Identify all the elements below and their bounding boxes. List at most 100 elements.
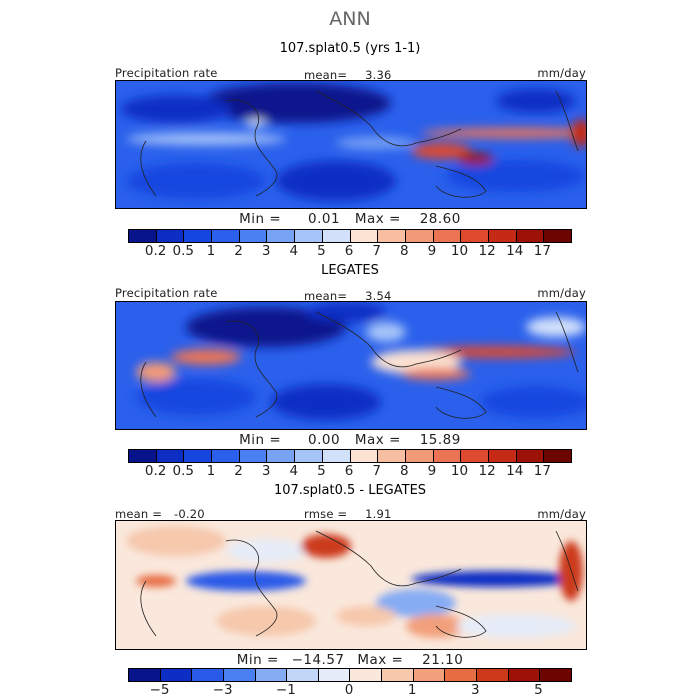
panel2-colorbar-tick-label: 0.5 [172,463,194,479]
panel3-colorbar-swatch [508,669,541,681]
panel3-coastline-asia [315,530,462,587]
panel2-colorbar-swatch [184,450,213,462]
panel1-itcz-east [421,128,586,138]
panel1-map [115,80,587,209]
panel1-colorbar-swatch [433,230,462,242]
panel1-heatmap [116,81,586,208]
panel2-colorbar-swatch [129,450,157,462]
panel2-min-label: Min = [239,432,282,448]
panel1-colorbar-swatch [488,230,517,242]
panel2-colorbar-swatch [156,450,185,462]
panel1-dry-zone-west [121,95,231,123]
panel2-colorbar-tick-label: 1 [206,463,216,479]
panel3-colorbar-swatch [318,669,351,681]
panel2-north-pacific [526,317,586,337]
panel1-dry-zone-south [126,163,266,199]
panel2-colorbar-tick-label: 17 [533,463,551,479]
panel3-rmse-label: rmse = [304,507,348,521]
panel3-colorbar-swatch [413,669,446,681]
panel1-colorbar-swatch [461,230,489,242]
panel3-positive-indian [336,606,396,626]
panel1-mean-value: 3.36 [365,68,392,82]
panel2-coastline-australia [435,386,487,419]
panel1-colorbar-tick-label: 8 [399,243,409,259]
panel3-positive-south-atlantic [216,606,316,636]
panel3-coastline-south-america [140,580,157,637]
figure-title: ANN [329,8,371,30]
panel3-negative-indonesia [376,589,456,617]
panel3-colorbar [128,668,572,682]
panel1-colorbar-tick-label: 0.2 [144,243,167,259]
panel1-dry-zone-north-pacific [496,89,576,113]
panel2-dry-zone-south [136,379,256,415]
panel1-colorbar-tick-label: 0.5 [172,243,194,259]
panel2-colorbar-ticks: 0.2 0.5 1 2 3 4 5 6 7 8 9 10 12 14 17 [128,463,570,479]
panel3-positive-north-west [126,526,226,556]
panel1-min-label: Min = [239,211,282,227]
panel1-colorbar-tick-label: 1 [206,243,216,259]
panel1-coastline-south-america [140,140,157,197]
panel2-colorbar-swatch [322,450,351,462]
panel3-colorbar-tick-label: −1 [275,682,296,698]
panel3-colorbar-tick-label: −5 [149,682,170,698]
panel3-colorbar-ticks: −5 −3 −1 0 1 3 5 [128,682,570,698]
panel2-africa-rain [171,349,241,365]
panel2-colorbar-swatch [461,450,489,462]
panel2-colorbar-swatch [405,450,434,462]
panel1-coastline-africa [225,99,278,197]
panel1-colorbar-swatch [267,230,296,242]
panel1-mean-label: mean= [304,68,348,82]
panel1-warm-pool [411,143,471,159]
panel2-colorbar-swatch [488,450,517,462]
panel1-colorbar-tick-label: 7 [372,243,381,259]
panel3-positive-asia [301,534,351,558]
panel1-colorbar-tick-label: 5 [317,243,326,259]
panel2-colorbar-tick-label: 2 [234,463,243,479]
panel2-coastline-asia [315,311,462,368]
panel2-variable: Precipitation rate [115,286,218,300]
panel2-colorbar-tick-label: 10 [450,463,469,479]
panel1-east-pacific-max [571,119,586,147]
panel3-negative-pacific [411,571,581,587]
panel3-colorbar-tick-label: 5 [534,682,543,698]
panel3-min-value: −14.57 [291,652,345,668]
panel2-map [115,301,587,430]
panel1-min-value: 0.01 [308,211,341,227]
panel2-coastline-americas-west [555,311,579,373]
panel3-max-value: 21.10 [422,652,464,668]
panel3-colorbar-swatch [129,669,161,681]
panel2-colorbar-swatch [433,450,462,462]
panel2-dry-zone-south-east [271,384,381,420]
panel3-colorbar-swatch [255,669,288,681]
panel3-colorbar-swatch [477,669,509,681]
panel2-colorbar-tick-label: 0.2 [144,463,167,479]
panel1-dry-zone-pacific [446,160,586,192]
panel1-colorbar-swatch [350,230,379,242]
panel2-dry-zone-asia [306,302,386,322]
panel1-coastlines [140,90,579,198]
panel1-colorbar-tick-label: 9 [427,243,437,259]
panel3-colorbar-tick-label: 0 [344,682,354,698]
panel2-monsoon [366,322,406,342]
panel3-coastline-americas-west [555,530,579,592]
panel3-positive-west [136,575,176,587]
panel1-max-label: Max = [354,211,401,227]
panel1-variable: Precipitation rate [115,66,218,80]
panel1-colorbar-tick-label: 3 [261,243,271,259]
panel1-warm-pool-core [458,153,494,165]
panel1-coastline-australia [435,165,487,198]
panel1-colorbar-swatch [544,230,571,242]
panel2-colorbar [128,449,572,463]
panel1-colorbar-swatch [156,230,185,242]
panel3-colorbar-swatch [540,669,571,681]
panel1-itcz-central [336,137,416,149]
panel1-colorbar-swatch [295,230,323,242]
panel3-colorbar-swatch [350,669,383,681]
panel3-negative-atlantic [186,571,306,591]
panel2-colorbar-swatch [544,450,571,462]
panel2-colorbar-tick-label: 9 [427,463,437,479]
panel2-max-value: 15.89 [419,432,461,448]
panel1-colorbar-tick-label: 4 [289,243,299,259]
panel2-warm-pool-outer [371,350,461,374]
panel2-colorbar-tick-label: 4 [289,463,299,479]
